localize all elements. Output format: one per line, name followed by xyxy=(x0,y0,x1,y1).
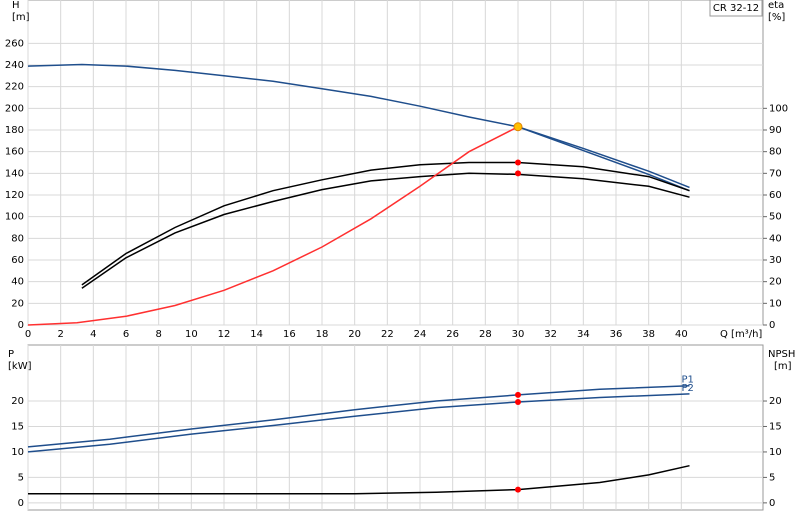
curve xyxy=(27,384,690,448)
curve xyxy=(517,126,690,192)
curve xyxy=(81,161,690,286)
x-tick-label: 30 xyxy=(512,329,525,340)
y-tick-label: 60 xyxy=(11,255,24,266)
y-tick-label: 15 xyxy=(11,421,24,432)
x-tick-label: 38 xyxy=(642,329,655,340)
y-tick-label: 20 xyxy=(11,298,24,309)
duty-point xyxy=(515,159,521,166)
y2-tick-label: 5 xyxy=(769,472,775,483)
axis-label: [m] xyxy=(12,12,30,23)
axis-label: NPSH xyxy=(768,349,795,360)
series-label: P1 xyxy=(682,375,694,386)
y-tick-label: 240 xyxy=(5,60,24,71)
y-tick-label: 40 xyxy=(11,277,24,288)
y2-tick-label: 10 xyxy=(769,298,782,309)
x-tick-label: 8 xyxy=(155,329,161,340)
x-tick-label: 24 xyxy=(414,329,427,340)
y2-tick-label: 10 xyxy=(769,447,782,458)
y2-tick-label: 20 xyxy=(769,277,782,288)
x-tick-label: 10 xyxy=(185,329,198,340)
y-tick-label: 5 xyxy=(18,472,24,483)
curve xyxy=(27,393,690,453)
y-tick-label: 140 xyxy=(5,168,24,179)
x-tick-label: 14 xyxy=(250,329,263,340)
curve xyxy=(81,172,690,289)
axis-label: [m] xyxy=(774,361,792,372)
y2-tick-label: 15 xyxy=(769,421,782,432)
duty-point xyxy=(515,399,521,406)
y-tick-label: 160 xyxy=(5,147,24,158)
y2-tick-label: 80 xyxy=(769,147,782,158)
axis-label: eta xyxy=(768,0,784,11)
x-tick-label: 0 xyxy=(25,329,31,340)
y2-tick-label: 100 xyxy=(769,103,788,114)
x-tick-label: 4 xyxy=(90,329,96,340)
y2-tick-label: 60 xyxy=(769,190,782,201)
y2-tick-label: 90 xyxy=(769,125,782,136)
x-tick-label: 18 xyxy=(316,329,329,340)
y-tick-label: 100 xyxy=(5,212,24,223)
axis-label: P xyxy=(8,349,14,360)
y-tick-label: 180 xyxy=(5,125,24,136)
duty-point xyxy=(515,170,521,177)
y-tick-label: 0 xyxy=(18,320,24,331)
y-tick-label: 20 xyxy=(11,396,24,407)
duty-point xyxy=(515,486,521,493)
y2-tick-label: 0 xyxy=(769,320,775,331)
y2-tick-label: 30 xyxy=(769,255,782,266)
y2-tick-label: 0 xyxy=(769,498,775,509)
curve xyxy=(28,464,690,495)
x-tick-label: 16 xyxy=(283,329,296,340)
x-tick-label: 22 xyxy=(381,329,394,340)
y2-tick-label: 50 xyxy=(769,212,782,223)
curve xyxy=(27,63,690,189)
chart-title: CR 32-12 xyxy=(713,3,759,14)
x-axis-label: Q [m³/h] xyxy=(720,329,762,340)
y-tick-label: 0 xyxy=(18,498,24,509)
duty-point xyxy=(513,122,523,132)
x-tick-label: 6 xyxy=(123,329,129,340)
y-tick-label: 220 xyxy=(5,82,24,93)
x-tick-label: 40 xyxy=(675,329,688,340)
x-tick-label: 36 xyxy=(610,329,623,340)
y2-tick-label: 40 xyxy=(769,233,782,244)
x-tick-label: 20 xyxy=(348,329,361,340)
axis-label: [%] xyxy=(768,12,785,23)
y-tick-label: 120 xyxy=(5,190,24,201)
x-tick-label: 32 xyxy=(544,329,557,340)
plot-area xyxy=(27,344,764,511)
x-tick-label: 12 xyxy=(218,329,231,340)
x-tick-label: 2 xyxy=(57,329,63,340)
y-tick-label: 260 xyxy=(5,38,24,49)
plot-area xyxy=(27,0,764,326)
title-box xyxy=(709,0,763,17)
y-tick-label: 80 xyxy=(11,233,24,244)
y-tick-label: 200 xyxy=(5,103,24,114)
y-tick-label: 10 xyxy=(11,447,24,458)
y2-tick-label: 70 xyxy=(769,168,782,179)
axis-label: [kW] xyxy=(8,361,32,372)
curve xyxy=(27,126,519,326)
axis-label: H xyxy=(12,0,20,11)
series-label: P2 xyxy=(682,383,694,394)
y2-tick-label: 20 xyxy=(769,396,782,407)
x-tick-label: 34 xyxy=(577,329,590,340)
duty-point xyxy=(515,391,521,398)
x-tick-label: 26 xyxy=(446,329,459,340)
x-tick-label: 28 xyxy=(479,329,492,340)
